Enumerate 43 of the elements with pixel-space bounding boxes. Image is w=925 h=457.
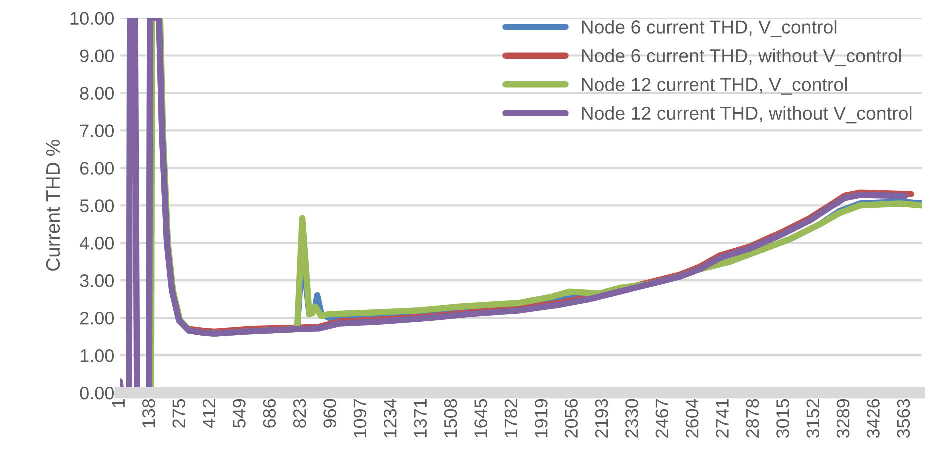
x-tick-label: 2056: [565, 399, 578, 438]
x-tick-label: 1: [112, 399, 125, 408]
y-tick-label: 8.00: [80, 87, 114, 100]
x-tick-label: 1782: [504, 399, 518, 438]
y-tick-label: 9.00: [80, 50, 114, 62]
x-tick-label: 1234: [384, 399, 397, 438]
x-tick-label: 2604: [686, 399, 699, 438]
x-tick-label: 138: [142, 399, 156, 428]
y-tick-label: 1.00: [80, 349, 114, 362]
x-tick-label: 412: [202, 399, 216, 428]
x-tick-label: 3289: [836, 399, 850, 438]
x-tick-label: 2330: [626, 399, 638, 438]
x-tick-label: 1097: [354, 399, 367, 438]
x-tick-label: 549: [233, 399, 246, 428]
y-tick-label: 7.00: [80, 124, 114, 138]
y-tick-label: 5.00: [80, 200, 114, 212]
x-tick-label: 686: [263, 399, 276, 428]
y-axis-title: Current THD %: [46, 140, 60, 271]
legend-label: Node 12 current THD, V_control: [582, 78, 847, 95]
x-tick-label: 823: [293, 399, 306, 428]
x-tick-label: 275: [172, 399, 186, 428]
x-tick-label: 2741: [716, 399, 729, 438]
x-tick-label: 3563: [897, 399, 910, 438]
x-tick-label: 3015: [776, 399, 790, 438]
x-tick-label: 2878: [746, 399, 760, 438]
x-tick-label: 960: [324, 399, 336, 428]
x-tick-label: 3152: [806, 399, 820, 438]
x-tick-label: 1508: [444, 399, 458, 438]
y-tick-label: 4.00: [80, 237, 114, 250]
x-tick-label: 2193: [595, 399, 608, 438]
y-tick-label: 3.00: [80, 274, 114, 288]
x-tick-label: 1919: [535, 399, 548, 438]
legend-label: Node 12 current THD, without V_control: [582, 106, 912, 124]
x-tick-label: 1371: [414, 399, 428, 438]
y-tick-label: 10.00: [70, 12, 114, 25]
y-tick-label: 2.00: [80, 312, 114, 325]
x-tick-label: 3426: [867, 399, 880, 438]
legend-label: Node 6 current THD, without V_control: [582, 48, 902, 66]
y-tick-label: 6.00: [80, 162, 114, 175]
legend-label: Node 6 current THD, V_control: [582, 20, 837, 38]
x-tick-label: 1645: [474, 399, 488, 438]
y-tick-label: 0.00: [80, 386, 114, 400]
x-tick-label: 2467: [656, 399, 669, 438]
